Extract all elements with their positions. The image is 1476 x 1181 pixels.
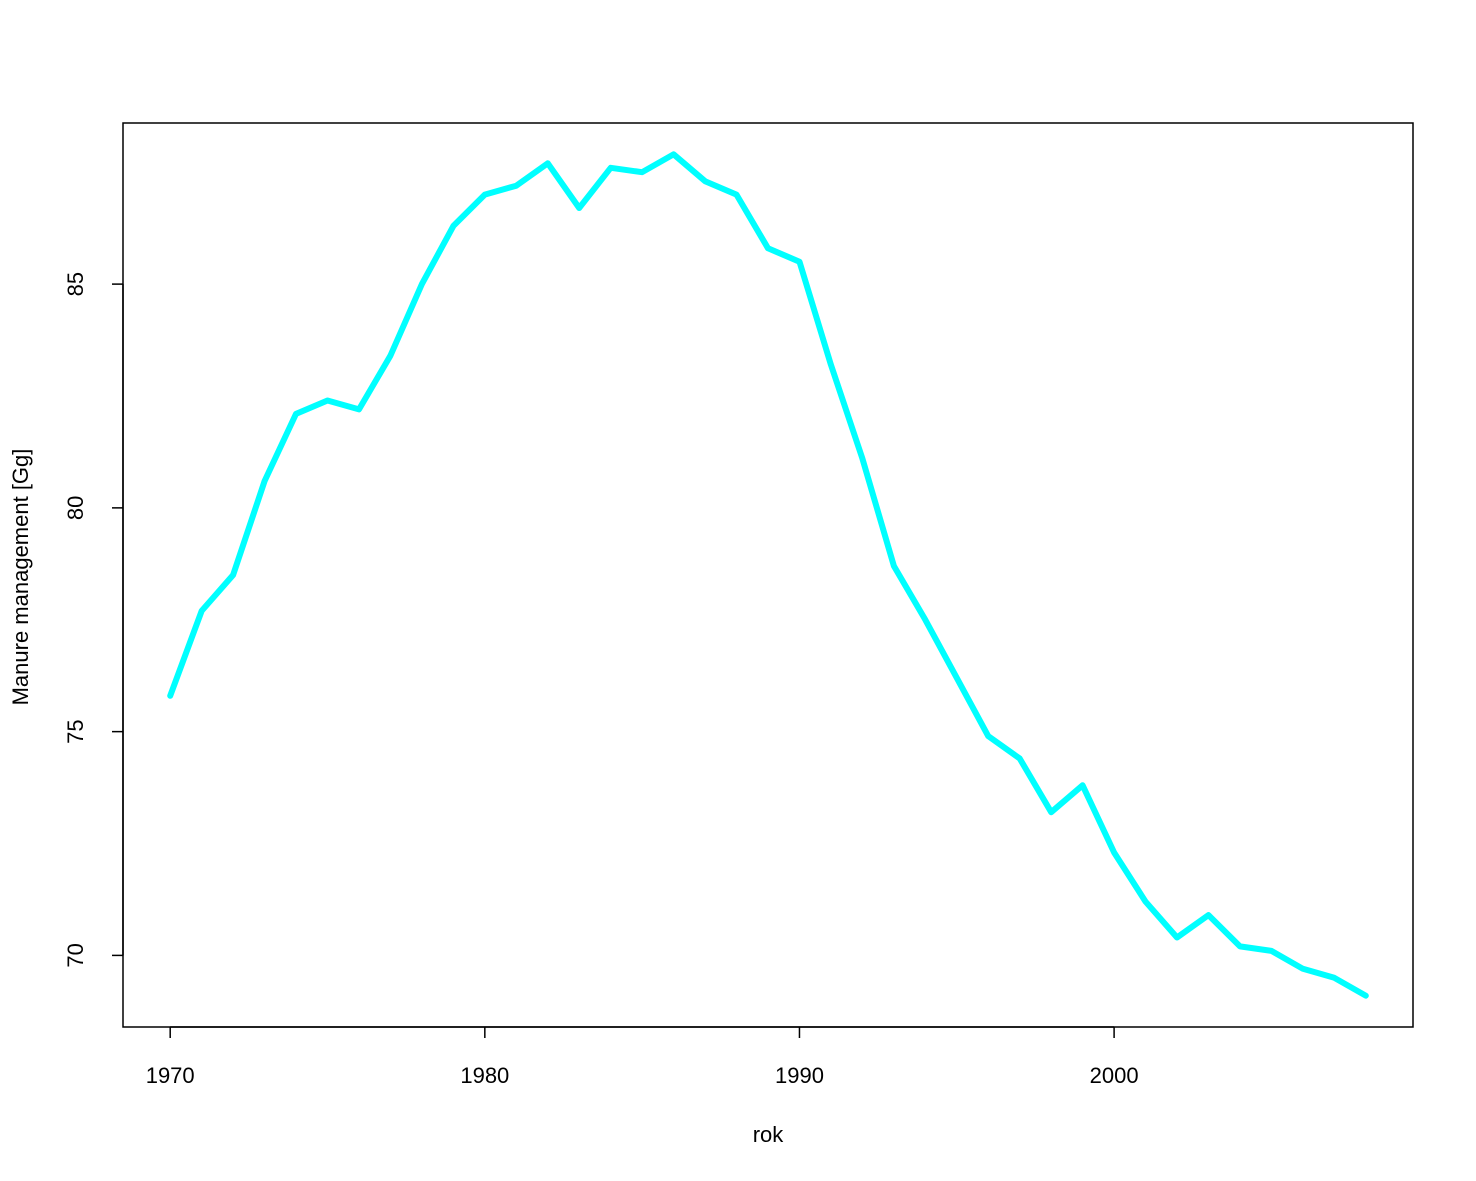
y-tick-label: 85 xyxy=(63,272,88,296)
y-tick-label: 80 xyxy=(63,496,88,520)
y-axis: 70 75 80 85 xyxy=(63,272,124,968)
y-tick-label: 70 xyxy=(63,943,88,967)
x-axis-title: rok xyxy=(753,1122,785,1147)
series-layer xyxy=(167,151,1369,999)
x-tick-label: 2000 xyxy=(1090,1063,1139,1088)
x-tick-label: 1970 xyxy=(146,1063,195,1088)
y-tick-label: 75 xyxy=(63,719,88,743)
series-line xyxy=(167,151,1369,999)
x-axis: 1970 1980 1990 2000 xyxy=(146,1026,1139,1088)
x-tick-label: 1990 xyxy=(775,1063,824,1088)
plot-frame xyxy=(122,122,1414,1028)
x-tick-label: 1980 xyxy=(460,1063,509,1088)
y-axis-title: Manure management [Gg] xyxy=(8,449,33,706)
